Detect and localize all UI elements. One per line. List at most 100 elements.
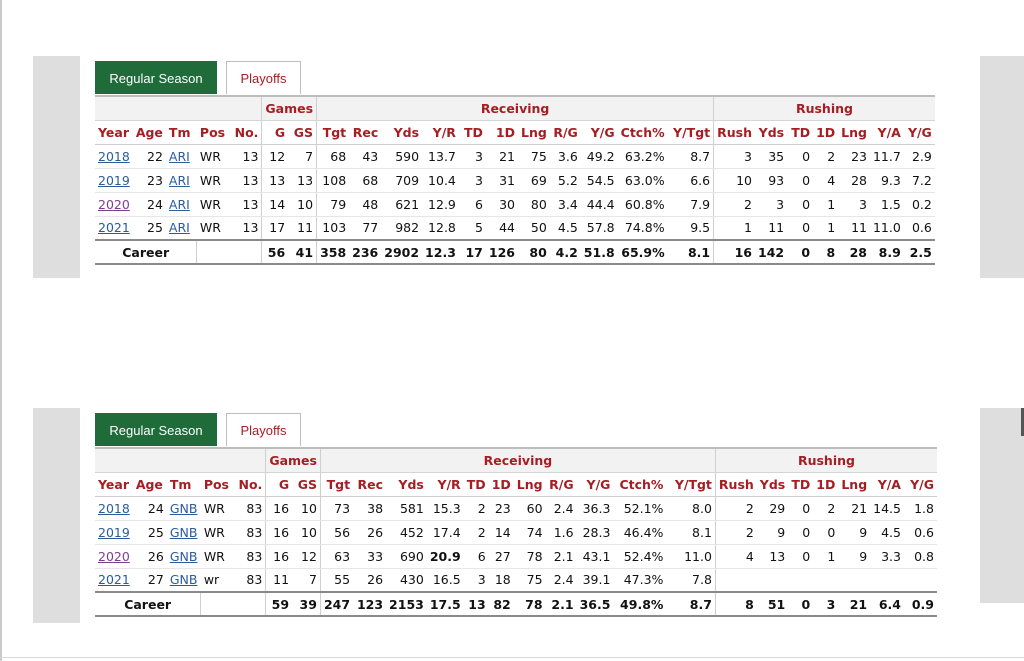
stat-cell[interactable]: 2019 [95, 520, 133, 545]
team-link[interactable]: ARI [168, 172, 190, 188]
stat-cell: 0 [788, 496, 814, 521]
stat-cell: 63.2% [617, 144, 668, 169]
column-header[interactable]: Y/G [576, 472, 614, 497]
stat-cell[interactable]: GNB [166, 568, 201, 593]
column-header[interactable]: Yds [756, 472, 789, 497]
column-header[interactable]: Tgt [316, 120, 350, 145]
column-header[interactable]: 1D [485, 120, 518, 145]
column-header[interactable]: Y/G [903, 120, 935, 145]
column-header[interactable]: No. [230, 120, 263, 145]
stat-cell: 30 [485, 192, 518, 217]
column-header[interactable]: 1D [813, 472, 839, 497]
season-link[interactable]: 2018 [98, 500, 130, 516]
column-header[interactable]: Y/G [903, 472, 937, 497]
column-header[interactable]: Year [95, 120, 133, 145]
tab-playoffs[interactable]: Playoffs [226, 61, 301, 94]
table-row: 2021 25 ARI WR 13 17 11 103 77 982 12.8 5 44 50 4.5 57.… [95, 216, 935, 241]
column-header[interactable]: Age [132, 472, 167, 497]
stat-cell: 8.1 [666, 520, 716, 545]
column-header[interactable]: G [265, 472, 293, 497]
column-header[interactable]: Pos [196, 120, 231, 145]
column-header[interactable]: TD [787, 120, 814, 145]
stat-cell[interactable]: 2020 [95, 192, 133, 217]
column-header[interactable]: Y/Tgt [666, 472, 716, 497]
season-link[interactable]: 2018 [98, 148, 130, 164]
stat-cell: 12.8 [422, 216, 459, 241]
stat-cell[interactable]: GNB [166, 496, 201, 521]
column-header[interactable]: Yds [381, 120, 423, 145]
stat-cell[interactable]: 2019 [95, 168, 133, 193]
tab-regular-season[interactable]: Regular Season [95, 413, 217, 446]
column-header[interactable]: Ctch% [613, 472, 667, 497]
column-header[interactable]: Lng [838, 120, 870, 145]
column-header[interactable]: Yds [755, 120, 788, 145]
team-link[interactable]: ARI [168, 148, 190, 164]
season-link[interactable]: 2019 [98, 172, 130, 188]
column-header[interactable]: 1D [813, 120, 839, 145]
season-link[interactable]: 2021 [98, 572, 130, 588]
team-link[interactable]: GNB [169, 500, 198, 516]
stat-cell[interactable]: 2018 [95, 496, 133, 521]
column-header[interactable]: R/G [545, 472, 577, 497]
column-header[interactable]: TD [458, 120, 486, 145]
column-header[interactable]: Tgt [319, 472, 354, 497]
column-header[interactable]: Y/R [422, 120, 459, 145]
team-link[interactable]: GNB [169, 524, 198, 540]
stat-cell: 0 [787, 168, 814, 193]
column-header[interactable]: Rush [714, 472, 757, 497]
stat-cell[interactable]: ARI [165, 216, 197, 241]
column-header[interactable]: Rush [713, 120, 755, 145]
season-link[interactable]: 2020 [98, 548, 130, 564]
stat-cell: 7.2 [903, 168, 935, 193]
column-header[interactable]: TD [463, 472, 489, 497]
column-header[interactable]: GS [288, 120, 317, 145]
stat-cell: 0.8 [903, 544, 937, 569]
column-header[interactable]: Rec [349, 120, 382, 145]
column-header[interactable]: Tm [166, 472, 201, 497]
column-header[interactable]: Rec [353, 472, 387, 497]
team-link[interactable]: GNB [169, 548, 198, 564]
stat-cell[interactable]: 2021 [95, 216, 133, 241]
column-header[interactable]: Y/G [580, 120, 618, 145]
team-link[interactable]: ARI [168, 196, 190, 212]
stat-cell[interactable]: GNB [166, 544, 201, 569]
column-header[interactable]: No. [234, 472, 267, 497]
group-rushing: Rushing [714, 447, 937, 473]
stat-cell[interactable]: ARI [165, 144, 197, 169]
column-header[interactable]: Year [95, 472, 133, 497]
column-header[interactable]: Lng [513, 472, 546, 497]
scrollbar-edge[interactable] [1021, 408, 1024, 436]
team-link[interactable]: GNB [169, 572, 198, 588]
stat-cell: 590 [381, 144, 423, 169]
column-header[interactable]: Tm [165, 120, 197, 145]
stat-cell[interactable]: 2021 [95, 568, 133, 593]
stat-cell: 1.8 [903, 496, 937, 521]
season-link[interactable]: 2020 [98, 196, 130, 212]
column-header[interactable]: 1D [488, 472, 514, 497]
column-header[interactable]: Pos [200, 472, 235, 497]
column-header[interactable]: TD [788, 472, 814, 497]
stat-cell: 48 [349, 192, 382, 217]
stat-cell[interactable]: GNB [166, 520, 201, 545]
column-header[interactable]: G [261, 120, 289, 145]
column-header[interactable]: Age [132, 120, 166, 145]
stat-cell[interactable]: 2018 [95, 144, 133, 169]
stat-cell[interactable]: ARI [165, 192, 197, 217]
column-header[interactable]: Y/A [870, 472, 904, 497]
column-header[interactable]: GS [292, 472, 321, 497]
tab-playoffs[interactable]: Playoffs [226, 413, 301, 446]
column-header[interactable]: Lng [517, 120, 550, 145]
column-header[interactable]: Ctch% [617, 120, 668, 145]
column-header[interactable]: Y/R [426, 472, 464, 497]
stat-cell[interactable]: 2020 [95, 544, 133, 569]
column-header[interactable]: Y/A [869, 120, 904, 145]
stat-cell[interactable]: ARI [165, 168, 197, 193]
season-link[interactable]: 2019 [98, 524, 130, 540]
tab-regular-season[interactable]: Regular Season [95, 61, 217, 94]
team-link[interactable]: ARI [168, 220, 190, 236]
column-header[interactable]: Y/Tgt [667, 120, 714, 145]
column-header[interactable]: Lng [838, 472, 871, 497]
column-header[interactable]: R/G [549, 120, 581, 145]
column-header[interactable]: Yds [386, 472, 427, 497]
season-link[interactable]: 2021 [98, 220, 130, 236]
